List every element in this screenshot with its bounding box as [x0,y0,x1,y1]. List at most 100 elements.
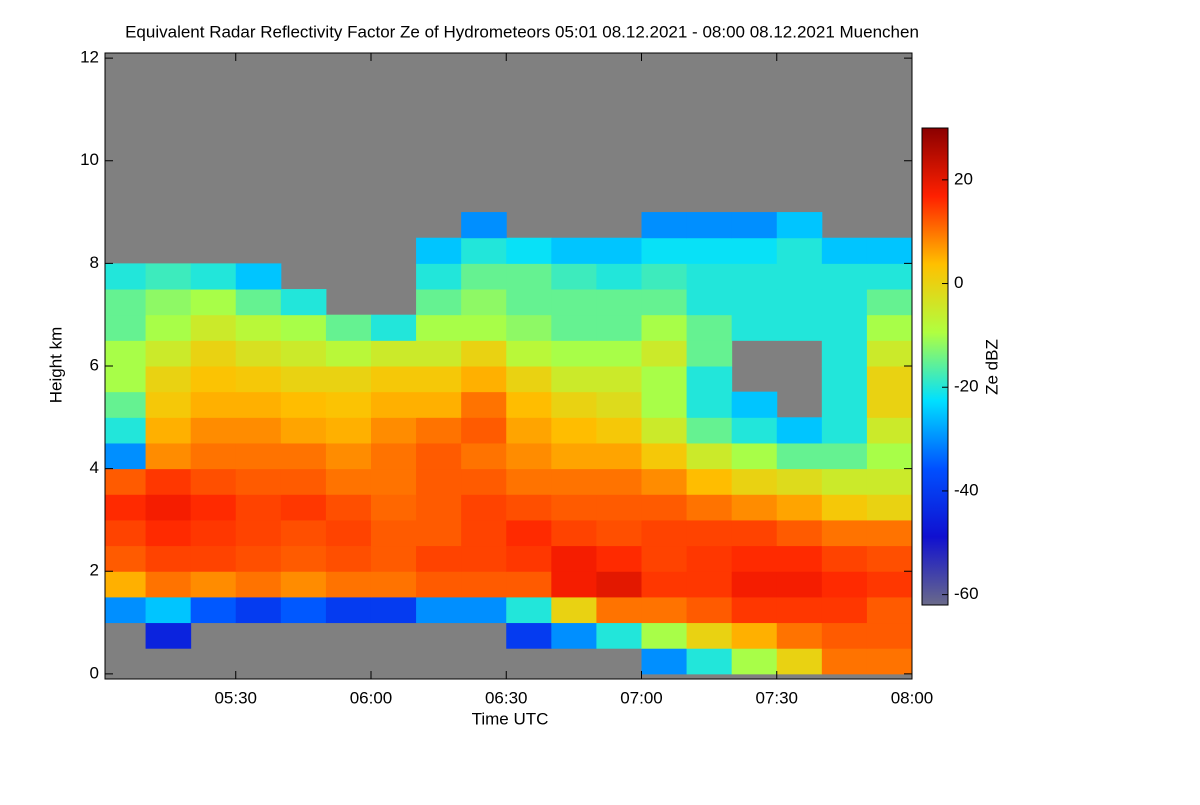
heatmap-cell [731,596,778,624]
heatmap-cell [686,596,733,624]
y-tick-label: 6 [90,355,99,374]
heatmap-cell [461,468,507,495]
heatmap-cell [280,417,327,444]
heatmap-cell [641,519,688,547]
heatmap-cell [866,545,912,572]
heatmap-cell [325,571,372,598]
heatmap-cell [325,596,372,624]
heatmap-cell [731,622,778,649]
heatmap-cell [596,314,642,341]
heatmap-cell [235,571,282,598]
heatmap-cell [235,391,282,418]
heatmap-cell [641,417,688,444]
heatmap-cell [461,340,507,367]
heatmap-cell [105,289,147,316]
heatmap-cell [551,545,597,572]
heatmap-cell [280,442,327,470]
heatmap-cell [866,596,912,624]
heatmap-cell [145,468,192,495]
heatmap-cell [506,494,552,521]
heatmap-cell [821,340,868,367]
heatmap-cell [596,622,642,649]
heatmap-cell [506,314,552,341]
heatmap-cell [731,519,778,547]
heatmap-cell [551,289,597,316]
colorbar-tick-label: 0 [954,273,963,292]
heatmap-cell [416,545,462,572]
heatmap-cell [641,442,688,470]
heatmap-cell [821,417,868,444]
y-tick-label: 10 [80,150,99,169]
heatmap-cell [105,417,147,444]
heatmap-cell [370,314,417,341]
heatmap-cell [461,571,507,598]
heatmap-cell [686,417,733,444]
heatmap-cell [506,468,552,495]
heatmap-cell [731,648,778,675]
heatmap-cell [551,494,597,521]
heatmap-cell [866,289,912,316]
heatmap-cell [551,366,597,393]
heatmap-cell [461,545,507,572]
heatmap-cell [325,366,372,393]
heatmap-cell [821,391,868,418]
heatmap-cell [821,442,868,470]
heatmap-cell [866,494,912,521]
heatmap-cell [731,263,778,290]
heatmap-cell [866,442,912,470]
heatmap-cell [370,340,417,367]
heatmap-cell [105,442,147,470]
heatmap-cell [190,494,237,521]
heatmap-cell [776,494,823,521]
heatmap-cell [145,596,192,624]
heatmap-cell [821,494,868,521]
heatmap-cell [190,263,237,290]
heatmap-cell [370,366,417,393]
heatmap-cell [731,571,778,598]
heatmap-cell [821,622,868,649]
heatmap-cell [551,237,597,264]
heatmap-cell [776,263,823,290]
heatmap-cell [235,596,282,624]
heatmap-cell [325,442,372,470]
heatmap-cell [190,340,237,367]
colorbar-tick-label: -20 [954,377,979,396]
heatmap-cell [145,289,192,316]
heatmap-cell [325,314,372,341]
heatmap-cell [776,545,823,572]
heatmap-cell [190,468,237,495]
heatmap-cell [596,545,642,572]
heatmap-cell [776,314,823,341]
heatmap-cell [235,366,282,393]
heatmap-cell [235,545,282,572]
heatmap-cell [280,314,327,341]
heatmap-cell [325,468,372,495]
heatmap-cell [190,571,237,598]
heatmap-cell [280,494,327,521]
x-tick-label: 07:00 [620,688,663,707]
heatmap-cell [776,237,823,264]
heatmap-cell [461,494,507,521]
heatmap-cell [145,366,192,393]
heatmap-cell [821,237,868,264]
heatmap-cell [235,263,282,290]
heatmap-cell [145,571,192,598]
heatmap-cell [461,519,507,547]
heatmap-cell [596,519,642,547]
x-tick-label: 08:00 [891,688,934,707]
heatmap-cell [866,622,912,649]
heatmap-cell [280,391,327,418]
heatmap-cell [370,417,417,444]
heatmap-cell [641,263,688,290]
heatmap-cell [416,571,462,598]
y-tick-label: 0 [90,663,99,682]
heatmap-cell [190,289,237,316]
heatmap-cell [551,442,597,470]
heatmap-cell [235,340,282,367]
heatmap-cell [235,494,282,521]
heatmap-cell [686,519,733,547]
heatmap-cell [686,366,733,393]
heatmap-cell [866,263,912,290]
heatmap-cell [461,263,507,290]
heatmap-cell [325,519,372,547]
